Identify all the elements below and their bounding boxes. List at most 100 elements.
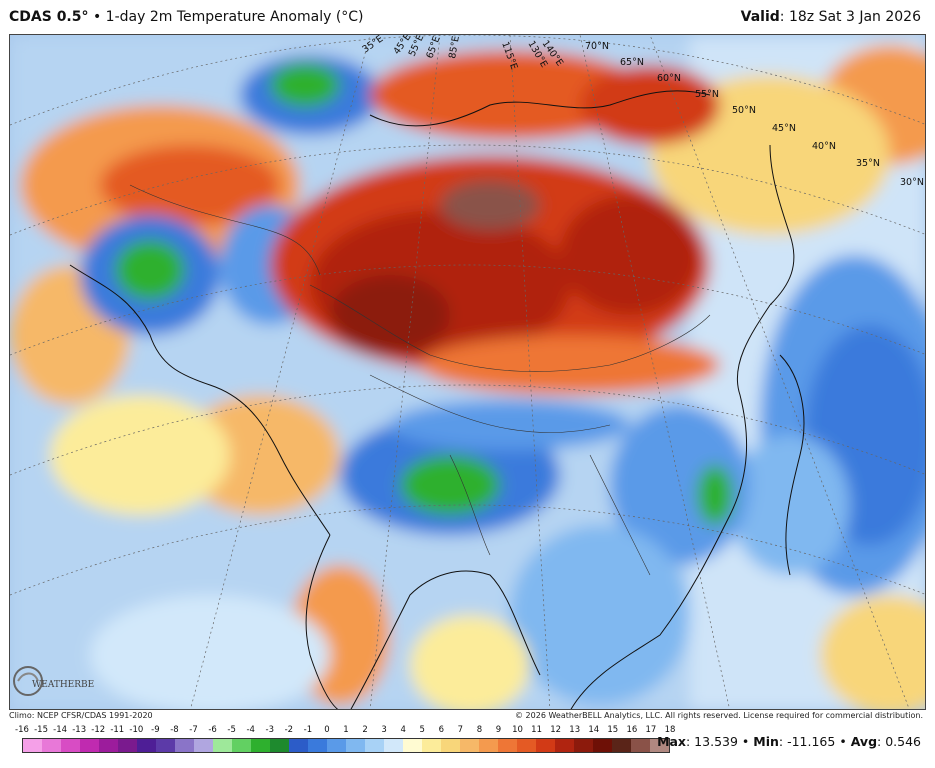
lat-label: 30°N (900, 177, 924, 188)
title-separator: • (92, 9, 102, 25)
colorbar-cell (555, 739, 574, 752)
lat-label: 65°N (620, 57, 644, 68)
valid-value: : 18z Sat 3 Jan 2026 (779, 9, 921, 25)
colorbar (22, 738, 670, 753)
colorbar-cell (118, 739, 137, 752)
colorbar-cell (612, 739, 631, 752)
colorbar-tick: 6 (438, 725, 444, 735)
colorbar-cell (308, 739, 327, 752)
country-borders (129, 184, 711, 576)
lon-label: 85°E (447, 35, 462, 59)
model-name: CDAS 0.5° (9, 9, 89, 25)
colorbar-cell (631, 739, 650, 752)
colorbar-tick: 18 (664, 725, 676, 735)
product-name: 1-day 2m Temperature Anomaly (°C) (105, 9, 364, 25)
colorbar-cell (137, 739, 156, 752)
colorbar-tick: -6 (208, 725, 217, 735)
weatherbell-logo: WEATHERBELL (12, 663, 106, 699)
header-bar: CDAS 0.5° • 1-day 2m Temperature Anomaly… (0, 0, 935, 34)
colorbar-tick: -9 (151, 725, 160, 735)
colorbar-cell (403, 739, 422, 752)
colorbar-tick: 13 (569, 725, 581, 735)
valid-label: Valid (740, 9, 780, 25)
anomaly-shading (10, 35, 925, 709)
colorbar-cell (365, 739, 384, 752)
map-title: CDAS 0.5° • 1-day 2m Temperature Anomaly… (9, 9, 364, 25)
max-value: : 13.539 (686, 734, 738, 749)
colorbar-tick: 0 (324, 725, 330, 735)
colorbar-tick: -11 (110, 725, 125, 735)
colorbar-cell (384, 739, 403, 752)
colorbar-tick: -1 (303, 725, 313, 735)
colorbar-tick: -4 (246, 725, 255, 735)
colorbar-tick: -12 (91, 725, 106, 735)
colorbar-tick: 7 (457, 725, 464, 735)
colorbar-cell (194, 739, 213, 752)
valid-time: Valid: 18z Sat 3 Jan 2026 (741, 9, 921, 25)
colorbar-tick: -5 (227, 725, 236, 735)
logo-text: WEATHERBELL (32, 680, 94, 690)
lat-label: 70°N (585, 41, 609, 52)
max-label: Max (657, 734, 686, 749)
lat-label: 50°N (732, 105, 756, 116)
colorbar-tick: -14 (53, 725, 68, 735)
climo-note: Climo: NCEP CFSR/CDAS 1991-2020 (9, 711, 153, 720)
lat-label: 35°N (856, 158, 880, 169)
lat-label: 60°N (657, 73, 681, 84)
colorbar-tick: 10 (512, 725, 523, 735)
min-value: : -11.165 (778, 734, 836, 749)
colorbar-cell (99, 739, 118, 752)
colorbar-tick: 9 (495, 725, 502, 735)
colorbar-tick: 12 (550, 725, 562, 735)
colorbar-cell (251, 739, 270, 752)
colorbar-cell (498, 739, 517, 752)
colorbar-cell (650, 739, 669, 752)
stats-separator: • (741, 734, 750, 749)
colorbar-tick: 2 (362, 725, 368, 735)
colorbar-cell (232, 739, 251, 752)
lat-label: 40°N (812, 141, 836, 152)
lat-label: 45°N (772, 123, 796, 134)
colorbar-tick: 1 (343, 725, 349, 735)
map-canvas: 35°E 45°E 55°E 65°E 85°E 115°E 130°E 140… (10, 35, 925, 709)
colorbar-tick: 3 (381, 725, 387, 735)
colorbar-cell (422, 739, 441, 752)
coastlines (69, 90, 805, 709)
colorbar-cell (175, 739, 194, 752)
colorbar-tick: 5 (419, 725, 425, 735)
colorbar-cell (23, 739, 42, 752)
colorbar-cell (460, 739, 479, 752)
avg-value: : 0.546 (877, 734, 921, 749)
colorbar-cell (574, 739, 593, 752)
copyright-note: © 2026 WeatherBELL Analytics, LLC. All r… (515, 711, 923, 720)
colorbar-tick: 14 (588, 725, 600, 735)
colorbar-tick: -7 (189, 725, 198, 735)
colorbar-tick: -2 (284, 725, 294, 735)
colorbar-cell (61, 739, 80, 752)
colorbar-tick: 17 (645, 725, 657, 735)
graticule (10, 35, 925, 709)
colorbar-tick: -10 (129, 725, 144, 735)
colorbar-tick: 16 (626, 725, 638, 735)
min-label: Min (753, 734, 779, 749)
colorbar-tick: -13 (72, 725, 87, 735)
colorbar-cell (593, 739, 612, 752)
colorbar-cell (479, 739, 498, 752)
anomaly-map[interactable]: 35°E 45°E 55°E 65°E 85°E 115°E 130°E 140… (9, 34, 926, 710)
colorbar-tick: -8 (170, 725, 179, 735)
colorbar-tick: -3 (265, 725, 274, 735)
colorbar-cell (80, 739, 99, 752)
colorbar-tick: -16 (15, 725, 29, 735)
colorbar-tick: 11 (531, 725, 542, 735)
colorbar-cell (517, 739, 536, 752)
colorbar-tick: -15 (34, 725, 48, 735)
stats-separator: • (839, 734, 847, 749)
colorbar-tick: 15 (607, 725, 619, 735)
colorbar-cell (156, 739, 175, 752)
lat-label: 55°N (695, 89, 719, 100)
colorbar-cell (42, 739, 61, 752)
colorbar-cell (213, 739, 232, 752)
colorbar-cell (346, 739, 365, 752)
colorbar-cell (270, 739, 289, 752)
colorbar-tick: 4 (400, 725, 406, 735)
